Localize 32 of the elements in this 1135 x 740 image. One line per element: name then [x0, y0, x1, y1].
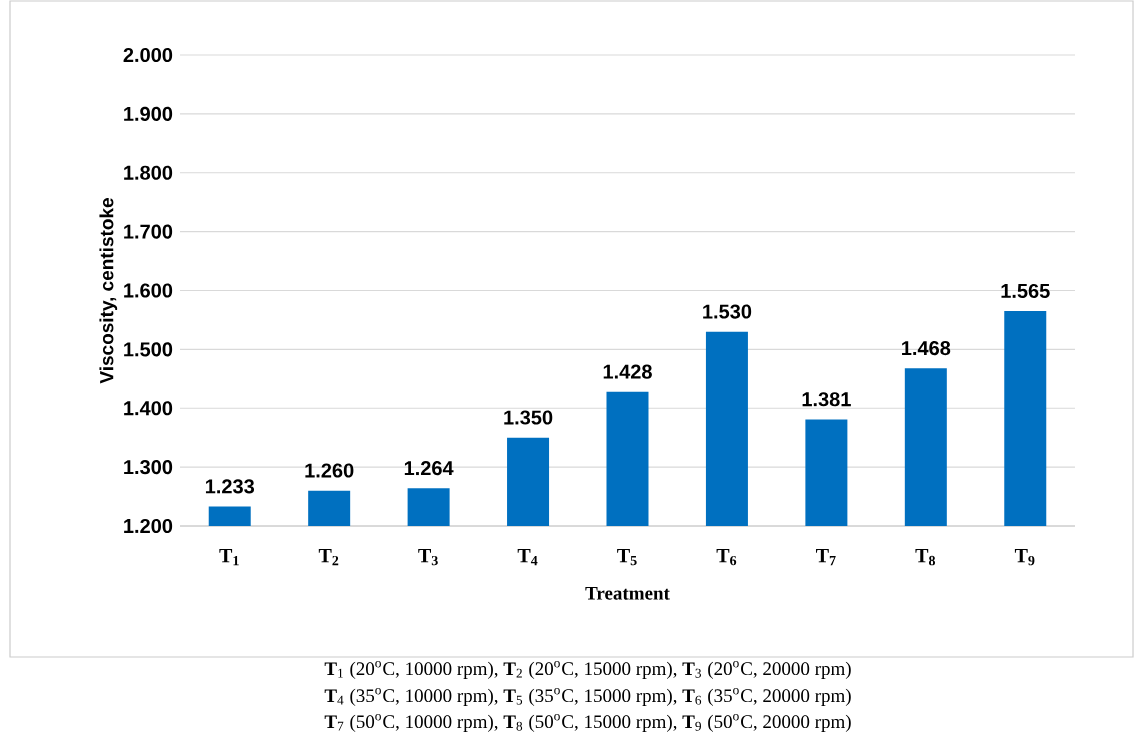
x-tick-label: T$_{7}$	[816, 549, 836, 566]
y-tick-label: 1.700	[124, 224, 173, 239]
data-label: 1.264	[404, 461, 454, 476]
data-label: 1.381	[802, 392, 851, 407]
x-tick-label: T$_{8}$	[915, 549, 936, 566]
data-label: 1.468	[902, 341, 951, 356]
y-tick-label: 2.000	[123, 47, 173, 63]
text: T$_{7}$ (50$^{o}$C, 10000 rpm), T$_{8}$ (50$^{o}$C, 15000 rpm), T$_{9}$ (50$^{o}$C, 20000 rpm)	[324, 714, 851, 732]
data-label: 1.260	[305, 463, 354, 478]
text: T$_{1}$ (20$^{o}$C, 10000 rpm), T$_{2}$ (20$^{o}$C, 15000 rpm), T$_{3}$ (20$^{o}$C, 20000 rpm)	[324, 661, 851, 679]
data-label: 1.530	[703, 304, 752, 319]
y-tick-label: 1.200	[124, 518, 173, 534]
x-axis-title: Treatment	[585, 587, 670, 600]
y-tick-label: 1.400	[124, 401, 173, 416]
y-tick-label: 1.300	[124, 460, 173, 475]
y-axis-title: Viscosity, centistoke	[99, 198, 118, 384]
data-label: 1.233	[205, 479, 255, 494]
x-tick-label: T$_{3}$	[418, 549, 438, 566]
x-tick-label: T$_{4}$	[517, 549, 538, 566]
y-tick-label: 1.500	[124, 342, 173, 357]
data-label: 1.428	[603, 364, 652, 379]
data-label: 1.565	[1001, 283, 1050, 299]
x-tick-label: T$_{1}$	[219, 549, 239, 566]
x-tick-label: T$_{5}$	[617, 549, 637, 566]
x-tick-label: T$_{6}$	[716, 549, 737, 566]
y-tick-label: 1.800	[124, 165, 173, 180]
y-tick-label: 1.600	[124, 283, 173, 298]
text: T$_{4}$ (35$^{o}$C, 10000 rpm), T$_{5}$ (35$^{o}$C, 15000 rpm), T$_{6}$ (35$^{o}$C, 20000 rpm)	[324, 688, 851, 706]
x-tick-label: T$_{2}$	[318, 549, 339, 566]
data-label: 1.350	[504, 410, 553, 425]
x-tick-label: T$_{9}$	[1014, 549, 1035, 566]
y-tick-label: 1.900	[124, 106, 173, 121]
